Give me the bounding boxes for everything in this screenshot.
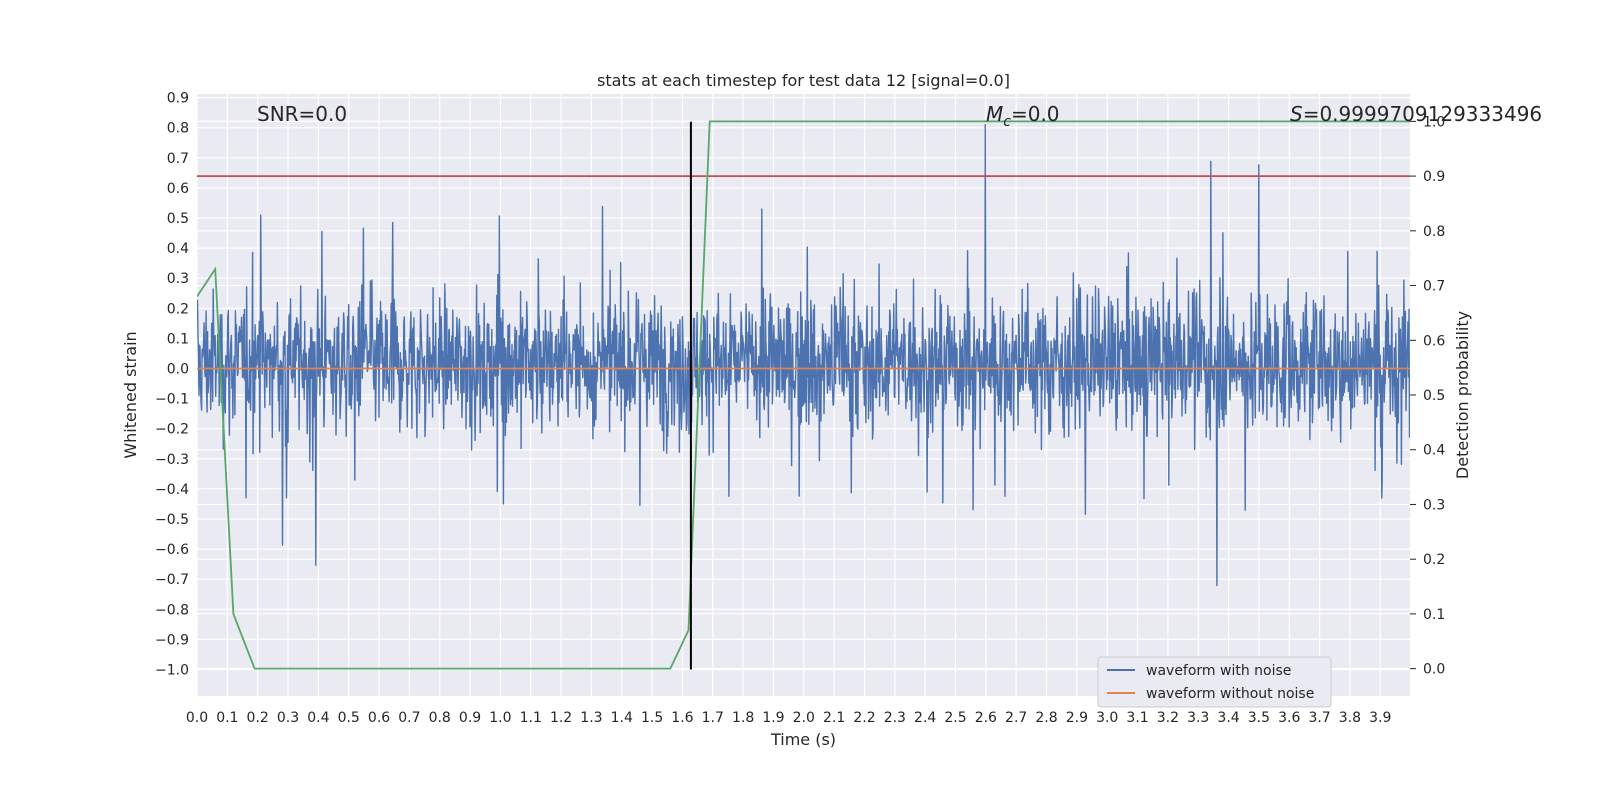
y-tick-label: −0.2 [155,422,189,438]
x-tick-label: 0.7 [398,710,420,726]
x-tick-label: 3.0 [1096,710,1118,726]
legend: waveform with noise waveform without noi… [1097,656,1332,708]
y-right-tick-label: 0.2 [1423,552,1445,568]
series-lines [197,120,1410,670]
y-tick-label: −0.1 [155,392,189,408]
x-tick-label: 2.9 [1066,710,1088,726]
y-tick-label: 0.9 [167,91,189,107]
mc-subscript: c [1003,114,1011,130]
x-tick-label: 2.4 [914,710,936,726]
x-tick-label: 2.2 [853,710,875,726]
x-tick-label: 3.7 [1308,710,1330,726]
y-right-tick-label: 0.0 [1423,662,1445,678]
x-tick-label: 3.9 [1369,710,1391,726]
x-tick-label: 3.6 [1278,710,1300,726]
x-tick-label: 0.6 [368,710,390,726]
legend-label-waveform-with-noise: waveform with noise [1146,663,1291,679]
snr-annotation: SNR=0.0 [257,102,347,126]
y-tick-label: −0.6 [155,542,189,558]
mc-value: =0.0 [1011,102,1060,126]
legend-label-waveform-without-noise: waveform without noise [1146,686,1314,702]
x-tick-label: 3.8 [1339,710,1361,726]
x-tick-label: 2.8 [1035,710,1057,726]
y-tick-label: 0.3 [167,271,189,287]
y-right-tick-label: 0.9 [1423,169,1445,185]
x-tick-label: 0.0 [186,710,208,726]
y-right-tick-label: 0.6 [1423,333,1445,349]
s-value: =0.9999709129333496 [1303,102,1542,126]
x-tick-label: 3.2 [1157,710,1179,726]
x-axis-ticks: 0.0 0.1 0.2 0.3 0.4 0.5 0.6 0.7 0.8 0.9 1.0 1.1 1.2 1… [186,710,1392,726]
legend-box [1097,656,1332,708]
x-tick-label: 0.2 [247,710,269,726]
chirp-mass-annotation: Mc=0.0 [986,102,1060,130]
x-axis-label: Time (s) [770,730,836,749]
x-tick-label: 3.1 [1126,710,1148,726]
x-tick-label: 2.7 [1005,710,1027,726]
x-tick-label: 1.5 [641,710,663,726]
series-line-waveform-with-noise [197,124,1410,587]
x-tick-label: 1.1 [520,710,542,726]
x-tick-label: 2.0 [793,710,815,726]
x-tick-label: 2.1 [823,710,845,726]
y-tick-label: −0.9 [155,632,189,648]
y-tick-label: −1.0 [155,663,189,679]
x-tick-label: 1.8 [732,710,754,726]
y-tick-label: −0.5 [155,512,189,528]
y-right-axis-label: Detection probability [1453,311,1472,479]
y-right-tick-label: 0.8 [1423,224,1445,240]
x-tick-label: 1.0 [489,710,511,726]
y-tick-label: −0.8 [155,602,189,618]
y-right-tick-label: 0.7 [1423,279,1445,295]
x-tick-label: 0.8 [429,710,451,726]
x-tick-label: 3.3 [1187,710,1209,726]
y-right-tick-label: 0.3 [1423,497,1445,513]
x-tick-label: 0.5 [338,710,360,726]
y-right-tick-label: 0.5 [1423,388,1445,404]
score-annotation: S=0.9999709129333496 [1290,102,1542,126]
series-waveform-with-noise [197,124,1410,587]
y-right-axis-ticks: 1.0 0.9 0.8 0.7 0.6 0.5 0.4 0.3 0.2 0.1 0.0 [1410,114,1445,678]
x-tick-label: 0.4 [307,710,329,726]
y-axis-ticks: 0.9 0.8 0.7 0.6 0.5 0.4 0.3 0.2 0.1 0.0 −0.1 −0.2 −0… [155,91,189,679]
x-tick-label: 1.2 [550,710,572,726]
x-tick-label: 2.6 [975,710,997,726]
x-tick-label: 1.7 [702,710,724,726]
y-right-tick-label: 0.1 [1423,607,1445,623]
y-right-tick-label: 0.4 [1423,443,1445,459]
mc-symbol: M [986,102,1003,126]
y-right-tick-label: 1.0 [1423,114,1445,130]
x-tick-label: 3.4 [1217,710,1239,726]
y-tick-label: 0.4 [167,241,189,257]
y-tick-label: 0.0 [167,362,189,378]
x-tick-label: 2.3 [884,710,906,726]
y-tick-label: 0.2 [167,301,189,317]
x-tick-label: 1.4 [611,710,633,726]
x-tick-label: 0.1 [216,710,238,726]
x-tick-label: 0.3 [277,710,299,726]
chart-title: stats at each timestep for test data 12 … [597,71,1010,90]
y-tick-label: −0.7 [155,572,189,588]
y-tick-label: −0.3 [155,452,189,468]
y-tick-label: 0.5 [167,211,189,227]
y-tick-label: −0.4 [155,482,189,498]
y-tick-label: 0.7 [167,151,189,167]
s-symbol: S [1290,102,1303,126]
series-line-detection-probability [197,120,1410,670]
x-tick-label: 1.3 [580,710,602,726]
y-tick-label: 0.1 [167,331,189,347]
y-tick-label: 0.8 [167,121,189,137]
y-tick-label: 0.6 [167,181,189,197]
y-axis-label: Whitened strain [121,331,140,458]
x-tick-label: 2.5 [944,710,966,726]
x-tick-label: 0.9 [459,710,481,726]
x-tick-label: 1.6 [671,710,693,726]
x-tick-label: 1.9 [762,710,784,726]
x-tick-label: 3.5 [1248,710,1270,726]
